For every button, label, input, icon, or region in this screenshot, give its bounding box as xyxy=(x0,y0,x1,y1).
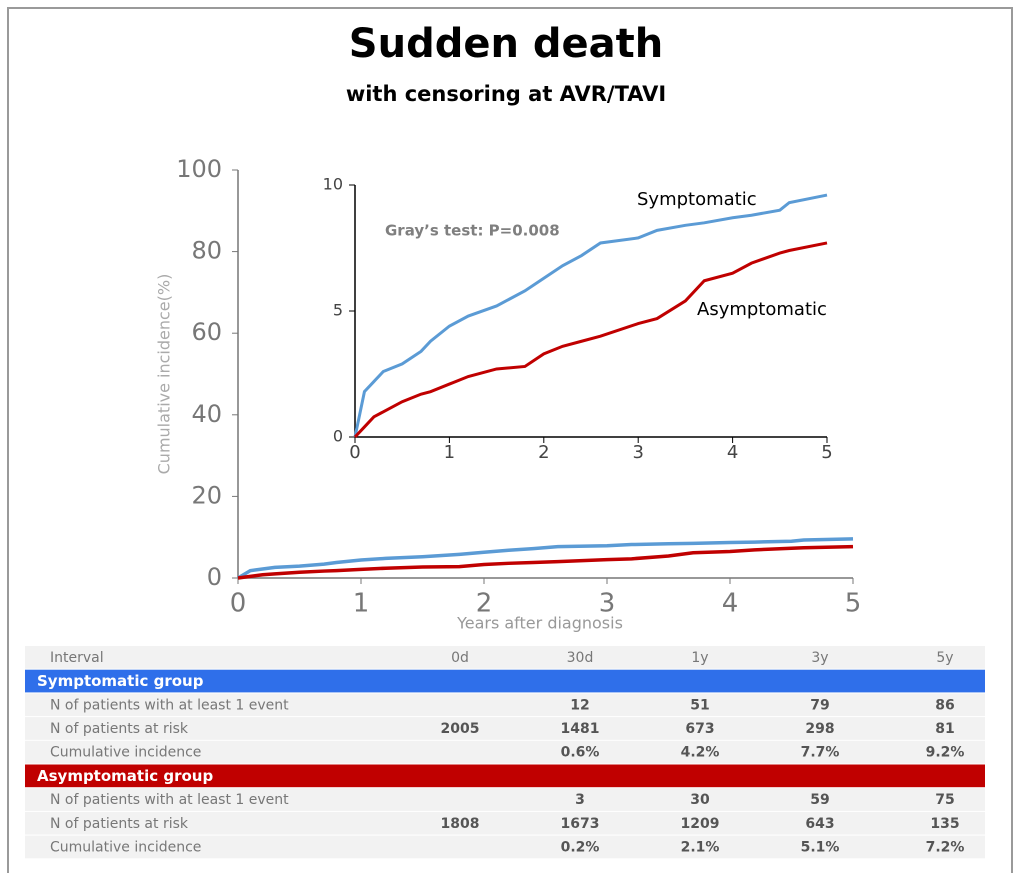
y-tick-label: 20 xyxy=(191,481,222,509)
x-tick-label: 0 xyxy=(349,442,360,463)
table-cell: 1209 xyxy=(681,816,720,832)
x-tick-label: 3 xyxy=(599,589,616,619)
x-tick-label: 4 xyxy=(722,589,739,619)
table-cell: 2005 xyxy=(441,721,480,737)
table-cell: 643 xyxy=(805,816,834,832)
series-label: Symptomatic xyxy=(637,189,757,210)
table-cell: 81 xyxy=(935,721,954,737)
table-row-bg xyxy=(25,740,985,764)
table-row-bg xyxy=(25,646,985,669)
series-label: Asymptomatic xyxy=(697,299,827,320)
table-header-cell: Interval xyxy=(50,650,104,666)
table-cell: 298 xyxy=(805,721,834,737)
table-cell: 12 xyxy=(570,697,589,713)
y-tick-label: 60 xyxy=(191,318,222,346)
y-tick-label: 10 xyxy=(323,175,343,194)
table-cell: 4.2% xyxy=(681,745,720,761)
series-line xyxy=(237,537,854,580)
row-label: N of patients with at least 1 event xyxy=(50,792,289,808)
y-tick-label: 0 xyxy=(207,563,222,591)
x-tick-label: 1 xyxy=(444,442,455,463)
row-label: Cumulative incidence xyxy=(50,745,201,761)
table-row-bg xyxy=(25,788,985,811)
table-header-cell: 5y xyxy=(936,650,953,666)
table-header-cell: 0d xyxy=(451,650,469,666)
x-tick-label: 3 xyxy=(632,442,643,463)
y-tick-label: 5 xyxy=(333,301,343,320)
table-cell: 1481 xyxy=(561,721,600,737)
table-cell: 0.6% xyxy=(561,745,600,761)
group-title: Symptomatic group xyxy=(37,672,204,690)
table-cell: 1808 xyxy=(441,816,480,832)
x-tick-label: 2 xyxy=(476,589,493,619)
table-cell: 135 xyxy=(930,816,959,832)
table-cell: 79 xyxy=(810,697,829,713)
table-cell: 5.1% xyxy=(801,839,840,855)
table-cell: 7.2% xyxy=(926,839,965,855)
table-cell: 86 xyxy=(935,697,954,713)
table-header-cell: 30d xyxy=(567,650,594,666)
title: Sudden death xyxy=(349,21,663,67)
group-title: Asymptomatic group xyxy=(37,767,213,785)
series-line xyxy=(237,544,854,580)
y-axis-label: Cumulative incidence(%) xyxy=(155,274,174,475)
x-tick-label: 0 xyxy=(230,589,247,619)
table-row-bg xyxy=(25,811,985,835)
table-cell: 1673 xyxy=(561,816,600,832)
row-label: Cumulative incidence xyxy=(50,839,201,855)
table-cell: 673 xyxy=(685,721,714,737)
table-row-bg xyxy=(25,693,985,717)
annotation: Gray’s test: P=0.008 xyxy=(385,222,560,240)
group-band xyxy=(25,669,985,693)
group-band xyxy=(25,764,985,788)
x-tick-label: 4 xyxy=(727,442,738,463)
subtitle: with censoring at AVR/TAVI xyxy=(346,82,666,106)
table-row-bg xyxy=(25,717,985,740)
row-label: N of patients with at least 1 event xyxy=(50,697,289,713)
table-header-cell: 1y xyxy=(691,650,708,666)
series-line xyxy=(353,193,828,438)
row-label: N of patients at risk xyxy=(50,721,189,737)
table-header-cell: 3y xyxy=(811,650,828,666)
series-line xyxy=(353,241,828,439)
y-tick-label: 40 xyxy=(191,400,222,428)
table-cell: 7.7% xyxy=(801,745,840,761)
x-tick-label: 5 xyxy=(845,589,862,619)
table-row-bg xyxy=(25,835,985,859)
table-cell: 9.2% xyxy=(926,745,965,761)
y-tick-label: 0 xyxy=(333,427,343,446)
table-cell: 2.1% xyxy=(681,839,720,855)
table-cell: 75 xyxy=(935,792,954,808)
x-tick-label: 2 xyxy=(538,442,549,463)
x-axis-label: Years after diagnosis xyxy=(456,614,623,633)
table-cell: 30 xyxy=(690,792,710,808)
table-cell: 0.2% xyxy=(561,839,600,855)
y-tick-label: 80 xyxy=(191,237,222,265)
y-tick-label: 100 xyxy=(176,155,222,183)
table-cell: 51 xyxy=(690,697,709,713)
table-cell: 3 xyxy=(575,792,585,808)
x-tick-label: 5 xyxy=(821,442,832,463)
row-label: N of patients at risk xyxy=(50,816,189,832)
x-tick-label: 1 xyxy=(353,589,370,619)
table-cell: 59 xyxy=(810,792,829,808)
